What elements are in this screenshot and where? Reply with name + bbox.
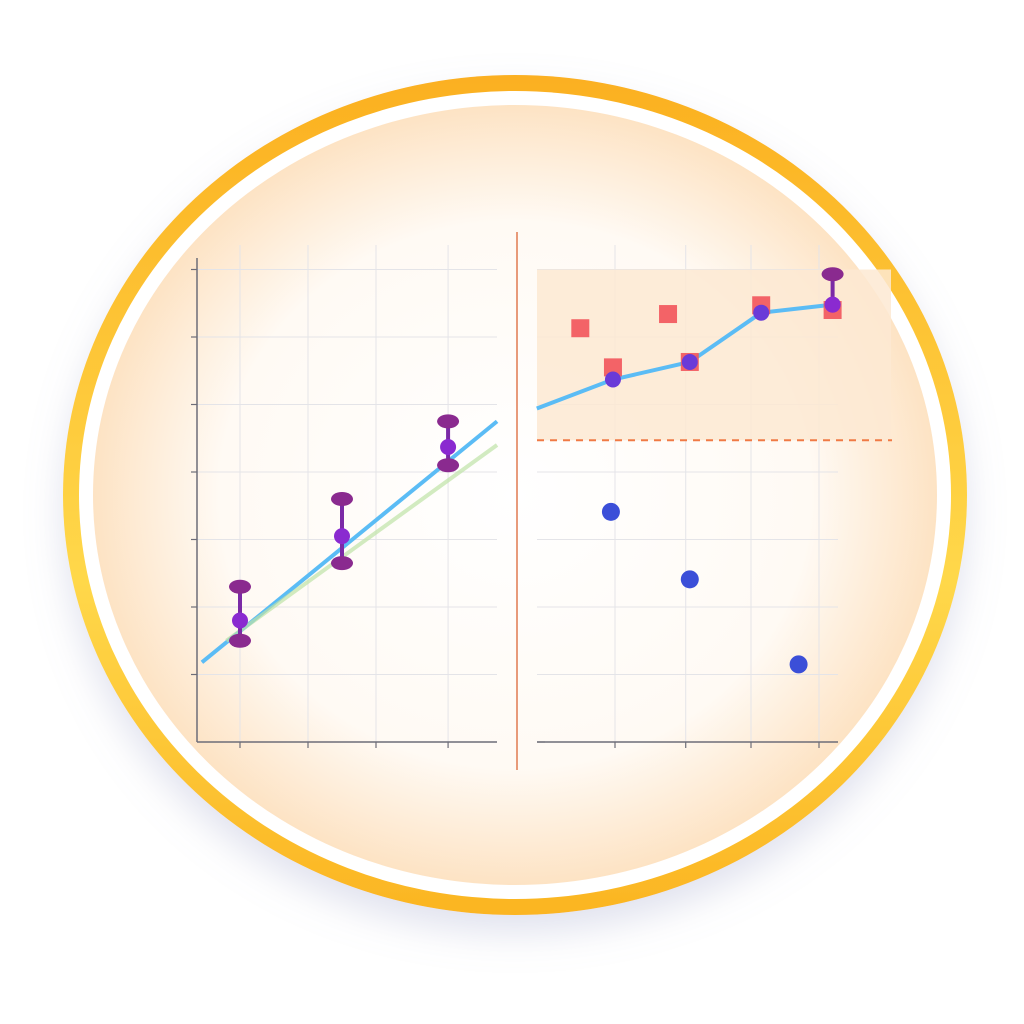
error-cap-top	[821, 267, 844, 282]
badge-face	[93, 105, 937, 885]
error-cap-top	[331, 492, 353, 506]
error-cap-top	[437, 414, 460, 429]
dot-marker	[680, 570, 699, 589]
error-point-marker	[334, 528, 350, 545]
error-cap-top	[229, 579, 251, 594]
error-point-marker	[440, 439, 457, 456]
square-marker	[603, 358, 622, 377]
trend-line	[225, 443, 499, 643]
error-point-marker	[824, 296, 841, 313]
error-cap-bottom	[229, 633, 251, 648]
right-chart	[536, 245, 892, 748]
error-point-marker	[232, 612, 248, 629]
line-point-marker	[753, 304, 770, 321]
error-cap-bottom	[437, 458, 460, 473]
line-point-marker	[604, 371, 621, 388]
square-marker	[659, 305, 678, 324]
dot-marker	[601, 502, 620, 521]
highlight-band	[537, 269, 891, 441]
error-cap-bottom	[331, 556, 353, 571]
dot-marker	[789, 655, 808, 674]
square-marker	[571, 319, 590, 338]
line-point-marker	[681, 353, 698, 370]
left-chart	[191, 245, 499, 748]
